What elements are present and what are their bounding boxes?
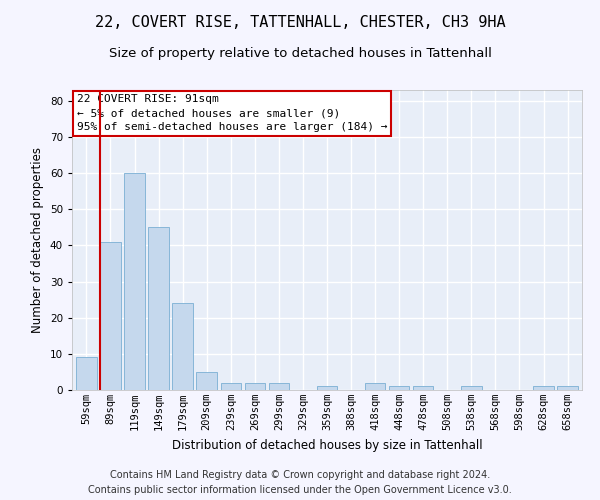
Bar [196, 372, 217, 390]
Y-axis label: Number of detached properties: Number of detached properties [31, 147, 44, 333]
Bar [533, 386, 554, 390]
Bar [269, 383, 289, 390]
Bar [317, 386, 337, 390]
Text: 22, COVERT RISE, TATTENHALL, CHESTER, CH3 9HA: 22, COVERT RISE, TATTENHALL, CHESTER, CH… [95, 15, 505, 30]
Bar [461, 386, 482, 390]
Bar [221, 383, 241, 390]
Bar [389, 386, 409, 390]
Text: Size of property relative to detached houses in Tattenhall: Size of property relative to detached ho… [109, 48, 491, 60]
Bar [76, 358, 97, 390]
Bar [100, 242, 121, 390]
Text: 22 COVERT RISE: 91sqm
← 5% of detached houses are smaller (9)
95% of semi-detach: 22 COVERT RISE: 91sqm ← 5% of detached h… [77, 94, 388, 132]
Bar [365, 383, 385, 390]
Bar [413, 386, 433, 390]
Bar [557, 386, 578, 390]
Bar [148, 228, 169, 390]
Text: Contains HM Land Registry data © Crown copyright and database right 2024.
Contai: Contains HM Land Registry data © Crown c… [88, 470, 512, 495]
Bar [245, 383, 265, 390]
Bar [124, 173, 145, 390]
X-axis label: Distribution of detached houses by size in Tattenhall: Distribution of detached houses by size … [172, 438, 482, 452]
Bar [172, 304, 193, 390]
